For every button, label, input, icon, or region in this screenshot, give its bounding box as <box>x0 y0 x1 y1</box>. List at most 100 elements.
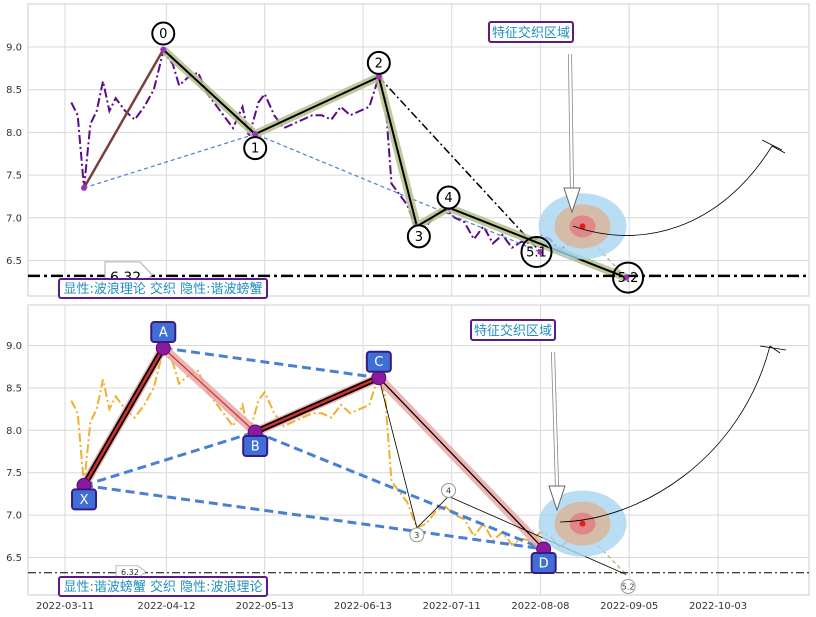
x-tick-label: 2022-04-12 <box>137 601 195 612</box>
top-y-tick-labels: 6.5 7.0 7.5 8.0 8.5 9.0 <box>6 43 22 268</box>
top-wave-markers: 0 1 2 3 4 5.1 5.2 <box>81 21 645 294</box>
pattern-dashed-line <box>83 430 256 487</box>
top-target-zone <box>538 193 627 260</box>
wave-point-dot <box>160 46 167 53</box>
y-tick-label: 6.5 <box>6 553 22 564</box>
x-tick-label: 2022-06-13 <box>334 601 392 612</box>
top-legend-box <box>58 278 268 299</box>
x-tick-label: 2022-05-13 <box>236 601 294 612</box>
bottom-thin-wave-line <box>378 377 627 575</box>
wave-point-label: 4 <box>444 191 452 206</box>
wave-point-marker <box>151 21 176 46</box>
y-tick-label: 8.0 <box>6 128 22 139</box>
top-pointer-arrow-inner <box>568 53 574 191</box>
top-start-leg <box>82 48 165 189</box>
x-tick-label: 2022-10-03 <box>689 601 747 612</box>
top-panel-frame <box>27 3 810 297</box>
small-wave-marker <box>441 482 457 498</box>
wave-point-dot <box>537 248 544 255</box>
bottom-price-series <box>70 347 580 549</box>
pattern-leg <box>162 347 256 433</box>
zone-center <box>579 520 586 527</box>
pattern-point-dot <box>371 370 387 386</box>
x-tick-label: 2022-09-05 <box>600 601 658 612</box>
wave-point-marker <box>612 261 645 294</box>
pattern-dashed-line <box>254 430 545 551</box>
bottom-reference-label: 6.32 <box>121 568 139 577</box>
pattern-dashed-line <box>163 346 380 380</box>
bottom-zone-label-box <box>470 319 556 341</box>
y-tick-label: 7.0 <box>6 511 22 522</box>
pattern-point-label: B <box>251 439 260 454</box>
y-tick-label: 9.0 <box>6 43 22 54</box>
pattern-leg <box>82 347 165 487</box>
start-dot <box>81 184 88 191</box>
bottom-pattern-markers: X A B C D 3 4 5.2 <box>71 321 636 594</box>
wave-point-label: 3 <box>415 230 423 245</box>
bottom-x-tick-labels: 2022-03-11 2022-04-12 2022-05-13 2022-06-13… <box>36 601 747 612</box>
small-wave-label: 4 <box>446 486 451 495</box>
x-tick-label: 2022-08-08 <box>511 601 569 612</box>
bottom-pointer-arrow-head-icon <box>548 485 566 512</box>
wave-point-label: 5.2 <box>618 271 639 286</box>
y-tick-label: 9.0 <box>6 341 22 352</box>
y-tick-label: 8.0 <box>6 426 22 437</box>
bottom-pattern-dashed-lines <box>83 346 545 551</box>
wave-point-marker <box>436 185 461 210</box>
bottom-target-zone <box>538 490 627 557</box>
pattern-point-marker <box>71 488 98 511</box>
y-tick-label: 8.5 <box>6 383 22 394</box>
top-curved-arrow-head-icon <box>761 139 786 154</box>
top-wave-line <box>162 48 627 279</box>
top-pointer-arrow-head-icon <box>563 187 581 214</box>
bottom-legend-box <box>58 576 268 597</box>
wave-point-dot <box>375 73 382 80</box>
pattern-point-marker <box>530 552 557 575</box>
pattern-dashed-line <box>83 483 544 551</box>
wave-point-marker <box>243 136 268 161</box>
small-wave-label: 5.2 <box>622 582 635 591</box>
bottom-y-tick-labels: 6.5 7.0 7.5 8.0 8.5 9.0 <box>6 341 22 564</box>
pattern-point-dot <box>155 340 171 356</box>
y-tick-label: 7.0 <box>6 213 22 224</box>
x-tick-label: 2022-07-11 <box>423 601 481 612</box>
bottom-tail-dashed <box>577 524 627 576</box>
pattern-point-marker <box>150 321 177 344</box>
pattern-point-marker <box>365 350 392 373</box>
pattern-leg <box>254 376 380 434</box>
wave-point-label: 5.1 <box>526 245 547 260</box>
small-wave-label: 3 <box>414 531 419 540</box>
wave-point-dot <box>252 131 259 138</box>
zone-center <box>579 223 586 230</box>
bottom-zone-label: 特征交织区域 <box>474 323 552 339</box>
top-grid <box>28 4 809 296</box>
y-tick-label: 7.5 <box>6 468 22 479</box>
wave-point-marker <box>406 224 431 249</box>
wave-point-label: 0 <box>159 27 167 42</box>
pattern-point-label: A <box>159 326 168 341</box>
wave-point-marker <box>520 235 553 268</box>
pattern-point-label: C <box>374 355 383 370</box>
wave-point-label: 2 <box>375 56 383 71</box>
top-zone-label-box <box>488 21 574 43</box>
small-wave-marker <box>409 527 425 543</box>
bottom-panel-frame <box>27 304 810 596</box>
y-tick-label: 6.5 <box>6 256 22 267</box>
wave-point-marker <box>366 50 391 75</box>
pattern-point-label: X <box>80 493 89 508</box>
wave-point-dot <box>623 274 630 281</box>
top-price-series <box>70 49 580 252</box>
pattern-leg-line <box>378 377 545 550</box>
bottom-pointer-arrow-inner <box>551 351 559 487</box>
bottom-legend-text: 显性:谐波螃蟹 交织 隐性:波浪理论 <box>63 579 262 595</box>
bottom-curved-arrow <box>559 345 771 523</box>
y-tick-label: 7.5 <box>6 171 22 182</box>
top-zone-label: 特征交织区域 <box>492 25 570 41</box>
top-legend-text: 显性:波浪理论 交织 隐性:谐波螃蟹 <box>63 281 262 297</box>
wave-point-label: 1 <box>251 142 259 157</box>
bottom-reference-arrow-icon <box>115 565 147 579</box>
bottom-curved-arrow-head-icon <box>759 345 787 354</box>
bottom-pattern-legs <box>80 344 547 553</box>
pattern-point-label: D <box>539 557 549 572</box>
